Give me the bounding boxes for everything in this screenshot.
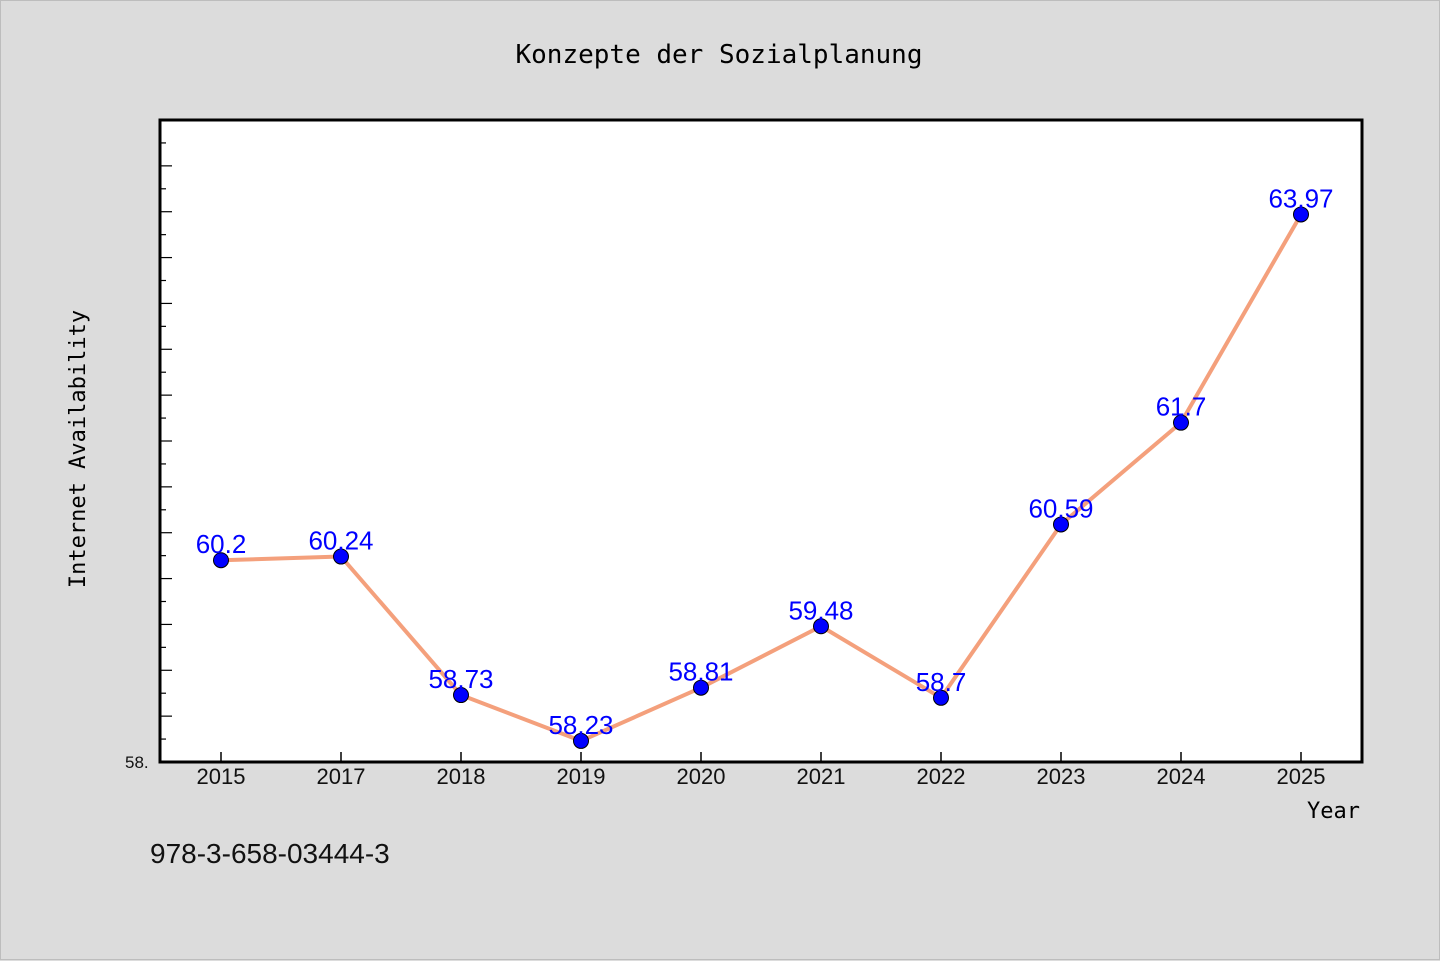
data-point (453, 687, 469, 704)
data-label: 60.59 (1028, 493, 1093, 523)
y-axis-ticks (160, 142, 172, 740)
data-point (213, 552, 229, 569)
x-tick-label: 2020 (677, 764, 726, 789)
data-point (1053, 516, 1069, 533)
x-tick-labels: 2015 2017 2018 2019 2020 2021 2022 2023 2024 2025 (197, 764, 1326, 789)
x-tick-label: 2024 (1157, 764, 1206, 789)
y-axis-label: Internet Availability (66, 310, 91, 588)
x-axis-ticks (220, 752, 1302, 762)
data-label: 58.81 (668, 657, 733, 687)
isbn-text: 978-3-658-03444-3 (150, 838, 390, 869)
data-label: 63.97 (1268, 183, 1333, 213)
x-tick-label: 2018 (437, 764, 486, 789)
data-point (693, 679, 709, 696)
data-point (333, 548, 349, 565)
series-layer (213, 206, 1309, 749)
y-tick-label: 58. (125, 753, 149, 772)
data-label: 61.7 (1156, 392, 1207, 422)
plot-area (158, 118, 1364, 764)
data-point (1293, 206, 1309, 223)
data-label: 58.7 (916, 667, 967, 697)
data-labels: 60.2 60.24 58.73 58.23 58.81 59.48 58.7 60.59 61… (196, 183, 1334, 739)
data-point (573, 732, 589, 749)
data-point (933, 689, 949, 706)
chart-title: Konzepte der Sozialplanung (516, 40, 923, 70)
series-line (219, 212, 1303, 743)
data-label: 60.24 (308, 526, 373, 556)
x-tick-label: 2025 (1277, 764, 1326, 789)
x-tick-label: 2022 (917, 764, 966, 789)
x-tick-label: 2023 (1037, 764, 1086, 789)
data-point (1173, 414, 1189, 431)
x-tick-label: 2019 (557, 764, 606, 789)
data-point (813, 618, 829, 635)
x-tick-label: 2015 (197, 764, 246, 789)
data-label: 60.2 (196, 529, 247, 559)
x-tick-label: 2017 (317, 764, 366, 789)
data-label: 58.23 (548, 710, 613, 740)
x-axis-label: Year (1307, 799, 1360, 824)
x-tick-label: 2021 (797, 764, 846, 789)
data-label: 58.73 (428, 664, 493, 694)
data-label: 59.48 (788, 595, 853, 625)
